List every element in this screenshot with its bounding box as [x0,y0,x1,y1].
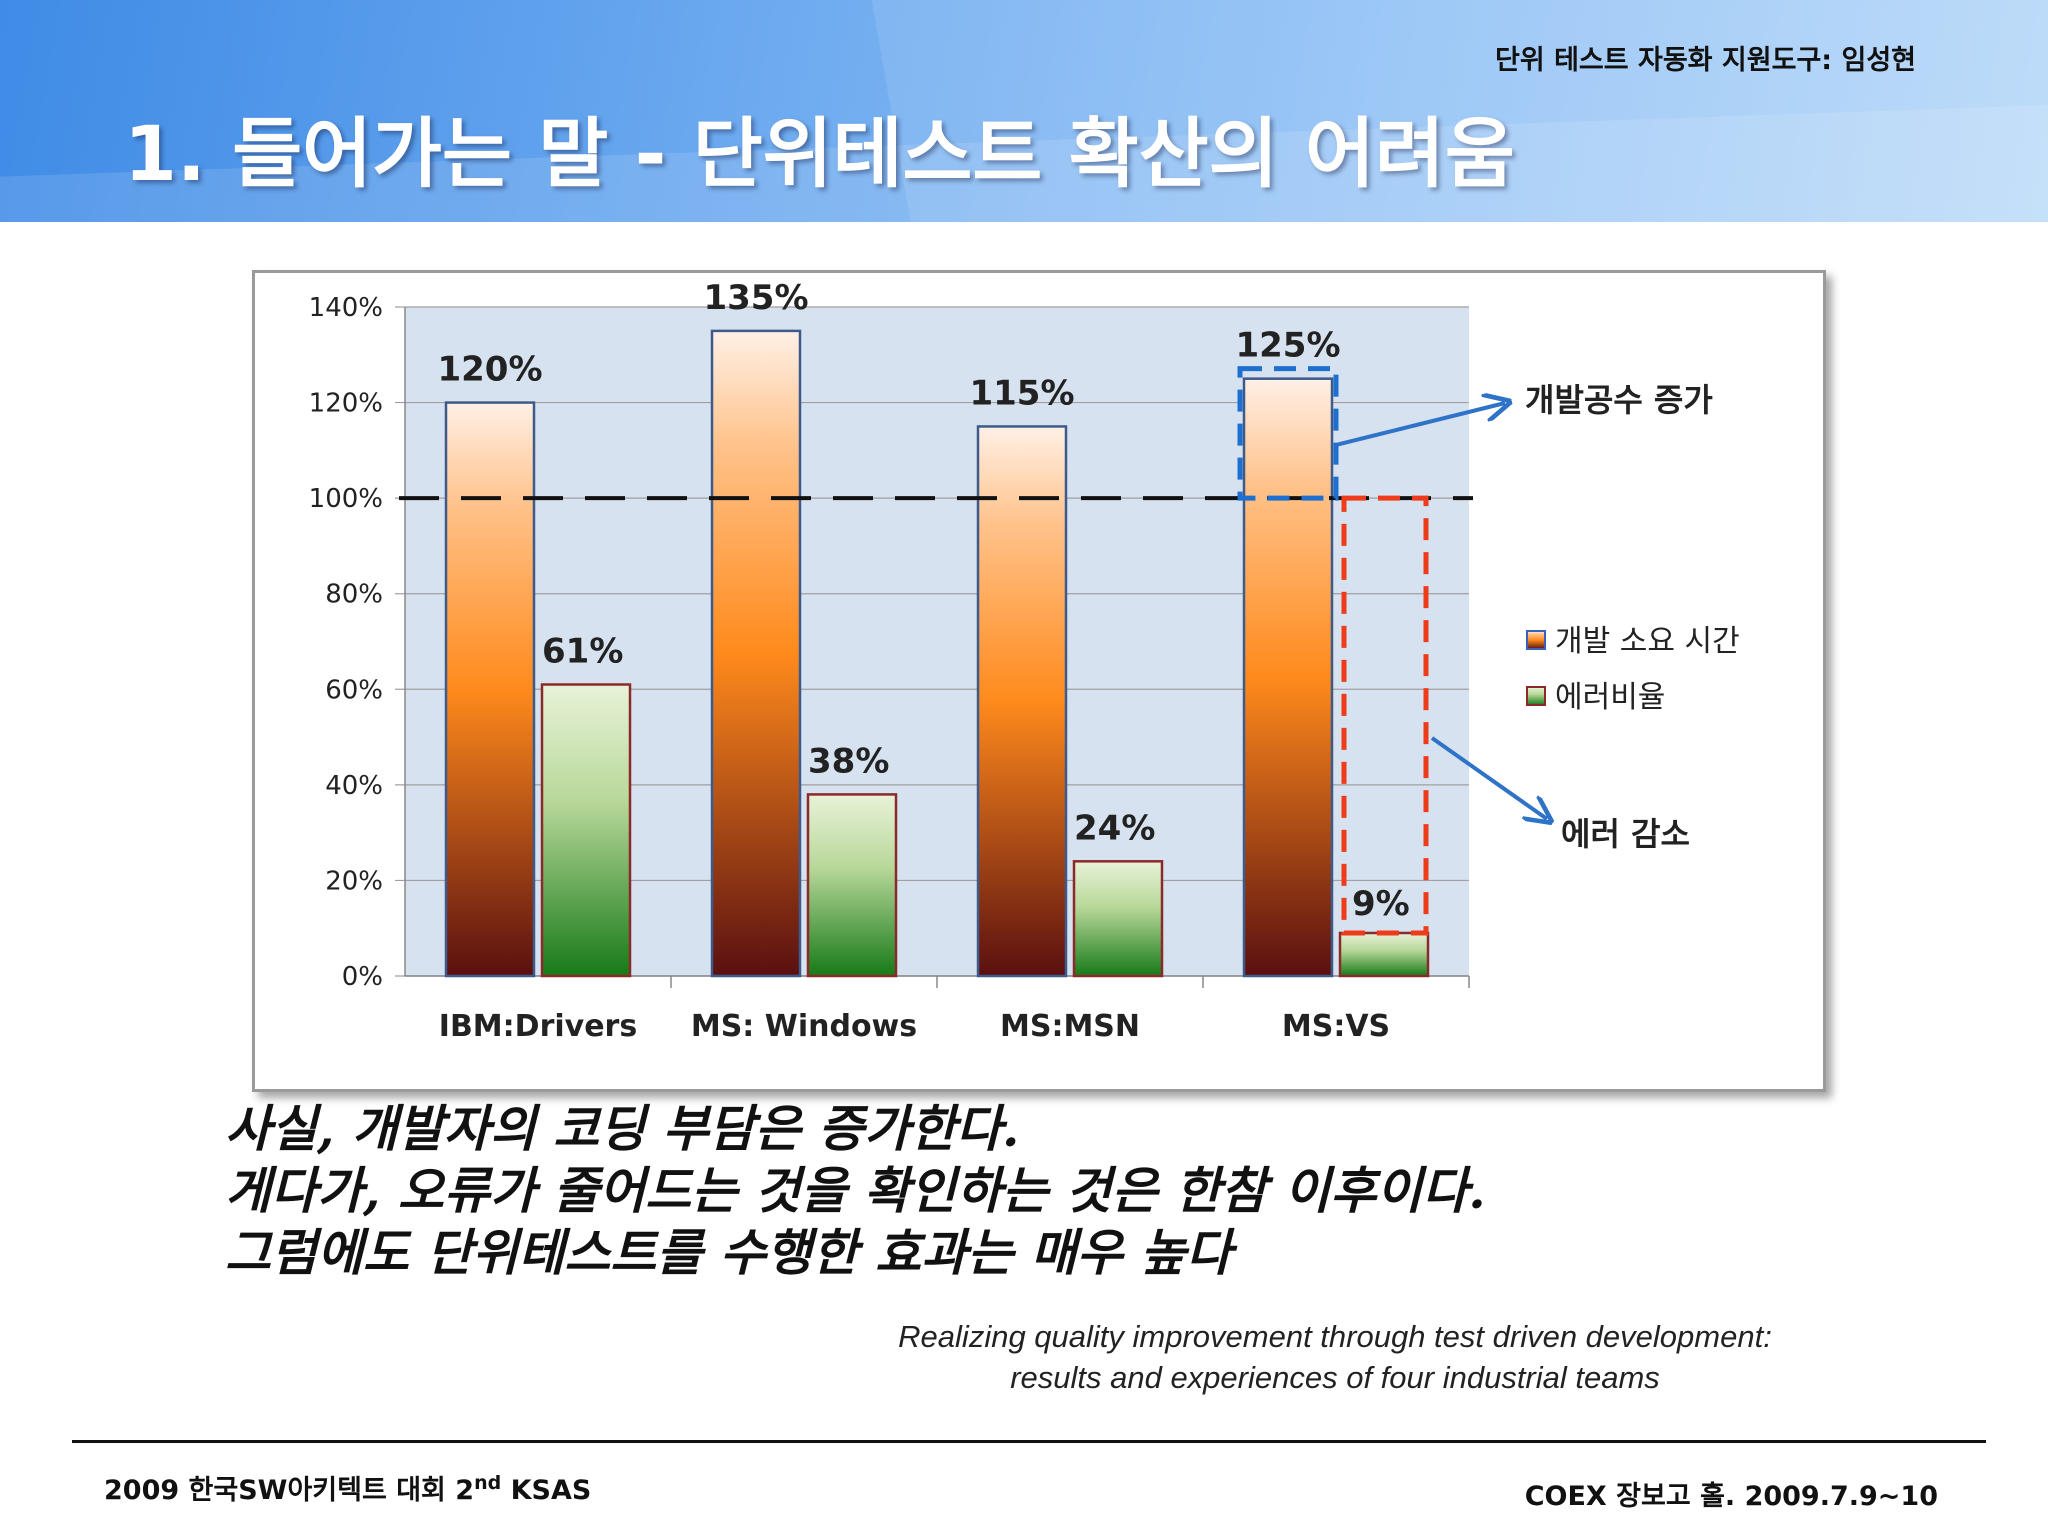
y-tick-label: 0% [342,962,383,992]
decrease-annotation: 에러 감소 [1561,815,1690,853]
dev-time-bar [444,401,536,978]
x-tick-label: MS: Windows [691,1009,917,1044]
dev-time-data-label: 115% [969,373,1074,413]
x-tick-label: MS:MSN [1000,1009,1140,1044]
y-tick-label: 20% [325,866,383,896]
error-rate-data-label: 61% [542,632,623,672]
presenter-subtitle: 단위 테스트 자동화 지원도구: 임성현 [1495,45,1916,76]
body-line-1: 사실, 개발자의 코딩 부담은 증가한다. [225,1099,1020,1158]
legend-label-dev-time: 개발 소요 시간 [1555,624,1740,659]
slide-header [0,0,2048,222]
footer-event-main: 2009 한국SW아키텍트 대회 2 [104,1475,475,1506]
footer-event-tail: KSAS [501,1475,592,1506]
legend-swatch-error-rate [1526,686,1546,706]
dev-time-bar [710,329,802,978]
y-tick-label: 120% [309,389,383,419]
footer-event-sup: nd [474,1472,502,1494]
y-tick-label: 80% [325,580,383,610]
increase-highlight-box [1237,366,1339,501]
error-rate-data-label: 24% [1074,808,1155,848]
y-tick-label: 60% [325,675,383,705]
reference-line-1: Realizing quality improvement through te… [898,1319,1772,1354]
reference-citation: Realizing quality improvement through te… [835,1316,1835,1398]
increase-annotation: 개발공수 증가 [1525,381,1713,419]
x-tick-label: MS:VS [1282,1009,1390,1044]
body-text: 사실, 개발자의 코딩 부담은 증가한다. 게다가, 오류가 줄어드는 것을 확… [225,1098,1486,1284]
error-rate-bar [806,793,898,978]
error-rate-data-label: 38% [808,741,889,781]
dev-time-data-label: 125% [1235,326,1340,366]
x-tick-label: IBM:Drivers [439,1009,637,1044]
bar-chart: 0% 20% 40% 60% 80% 100% 120% 140% IBM:Drivers MS:… [309,278,1740,1044]
increase-arrow [1337,403,1505,447]
footer-event: 2009 한국SW아키텍트 대회 2nd KSAS [104,1468,591,1507]
legend-label-error-rate: 에러비율 [1555,680,1665,715]
y-tick-label: 140% [309,293,383,323]
dev-time-data-label: 135% [703,278,808,318]
dev-time-bar [1242,377,1334,978]
legend-swatch-dev-time [1526,630,1546,650]
footer-venue: COEX 장보고 홀. 2009.7.9~10 [1524,1481,1938,1512]
error-rate-data-label: 9% [1352,884,1410,924]
reference-line-2: results and experiences of four industri… [1010,1360,1660,1395]
error-rate-bar [1338,931,1430,978]
slide-title: 1. 들어가는 말 - 단위테스트 확산의 어려움 [124,109,1515,198]
decrease-highlight-box [1341,495,1429,936]
y-tick-label: 100% [309,484,383,514]
dev-time-data-label: 120% [437,350,542,390]
body-line-2: 게다가, 오류가 줄어드는 것을 확인하는 것은 한참 이후이다. [225,1161,1486,1220]
body-line-3: 그럼에도 단위테스트를 수행한 효과는 매우 높다 [225,1223,1233,1282]
chart-frame: 0% 20% 40% 60% 80% 100% 120% 140% IBM:Drivers MS:… [252,270,1826,1092]
footer-divider [72,1440,1986,1443]
dev-time-bar [976,425,1068,978]
decrease-arrow [1430,736,1547,819]
y-tick-label: 40% [325,771,383,801]
error-rate-bar [1072,860,1164,978]
error-rate-bar [540,683,632,978]
